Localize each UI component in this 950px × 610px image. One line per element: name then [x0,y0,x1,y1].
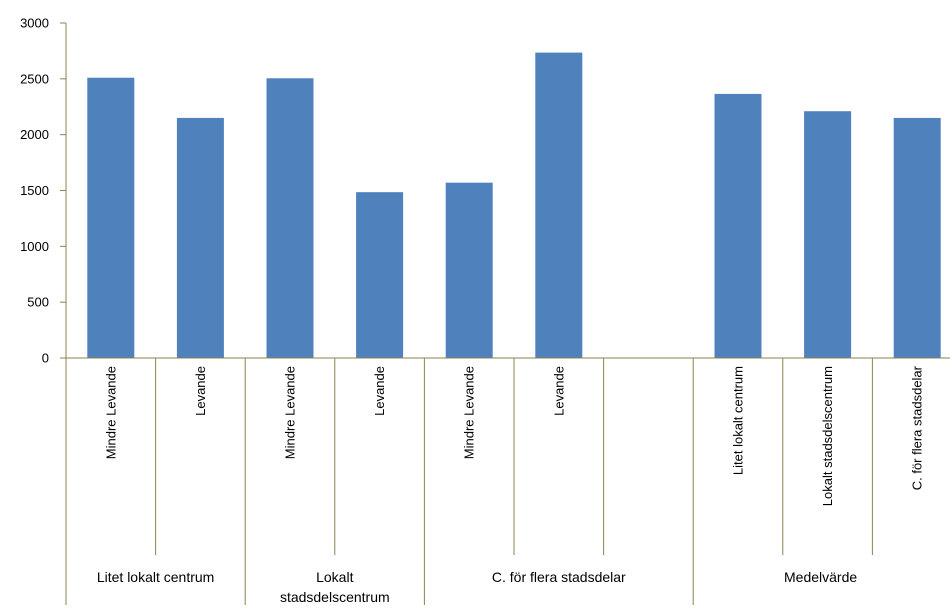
x-tick-label: Levande [372,366,387,416]
x-tick-label: Mindre Levande [283,366,298,459]
y-tick-label: 2500 [20,71,49,86]
x-axis: Mindre Levande Levande Mindre Levande Levan… [65,357,950,605]
x-tick-label: Levande [551,366,566,416]
y-tick-label: 500 [27,295,49,310]
group-label: Lokalt [316,569,353,585]
x-tick-label: Lokalt stadsdelscentrum [820,366,835,506]
bar [714,93,762,359]
x-tick-label: C. för flera stadsdelar [910,365,925,490]
y-tick-label: 0 [42,351,49,366]
y-tick-label: 1500 [20,183,49,198]
group-label: Litet lokalt centrum [97,569,215,585]
x-tick-label: Litet lokalt centrum [731,366,746,475]
y-tick-label: 1000 [20,239,49,254]
bar [356,192,404,358]
x-tick-label: Mindre Levande [103,366,118,459]
bar [176,117,224,359]
group-label: C. för flera stadsdelar [492,569,626,585]
group-label: stadsdelscentrum [280,589,390,605]
bar [893,117,941,359]
bar [266,78,314,359]
bar [445,182,493,358]
y-tick-label: 2000 [20,127,49,142]
y-tick-label: 3000 [20,16,49,31]
bar [535,52,583,358]
group-label: Medelvärde [784,569,857,585]
bars [87,52,941,359]
x-tick-label: Levande [193,366,208,416]
y-axis: 0 500 1000 1500 2000 2500 3000 [20,16,67,366]
bar [804,111,852,358]
x-tick-label: Mindre Levande [462,366,477,459]
bar [87,77,135,358]
